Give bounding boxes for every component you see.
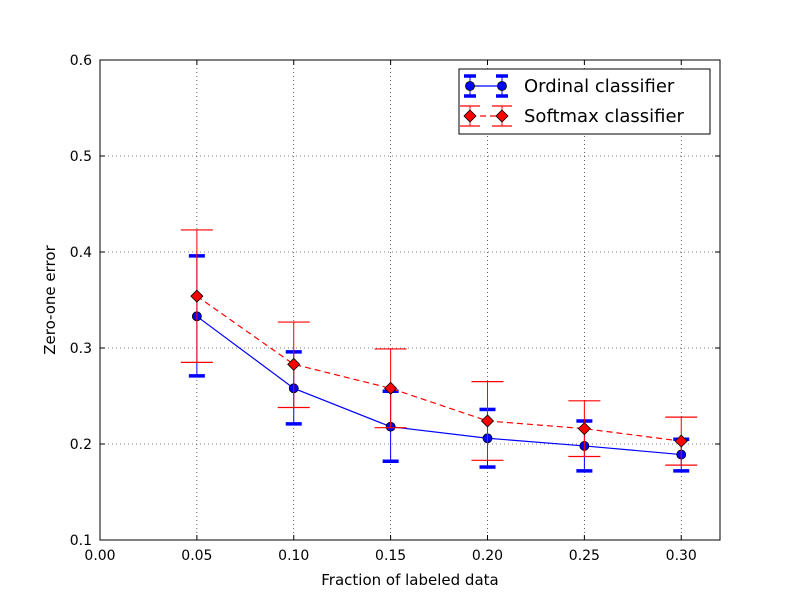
data-point: [287, 357, 301, 371]
series-line: [196, 295, 682, 442]
legend-marker: [497, 81, 507, 91]
y-tick-label: 0.5: [70, 149, 92, 165]
legend-label-ordinal: Ordinal classifier: [524, 76, 675, 97]
legend-marker: [463, 109, 477, 123]
legend: Ordinal classifier Softmax classifier: [458, 68, 711, 135]
legend-label-softmax: Softmax classifier: [524, 106, 685, 127]
x-tick-label: 0.05: [181, 548, 212, 564]
x-tick-label: 0.00: [84, 548, 115, 564]
ticks: 0.00 0.05 0.10 0.15 0.20 0.25 0.30 0.1 0.2 0.3 0.4…: [70, 53, 720, 564]
series-softmax: [180, 229, 698, 466]
x-tick-label: 0.15: [375, 548, 406, 564]
y-tick-label: 0.4: [70, 245, 92, 261]
data-point: [190, 289, 204, 303]
legend-entries: [460, 74, 512, 127]
data-point: [674, 434, 688, 448]
y-tick-label: 0.2: [70, 437, 92, 453]
x-axis-label: Fraction of labeled data: [321, 571, 498, 589]
legend-marker: [465, 81, 475, 91]
x-tick-label: 0.10: [278, 548, 309, 564]
legend-marker: [495, 109, 509, 123]
plot-frame: [99, 59, 721, 541]
y-axis-label: Zero-one error: [41, 244, 59, 354]
x-tick-label: 0.30: [666, 548, 697, 564]
y-tick-label: 0.3: [70, 341, 92, 357]
data-point: [384, 381, 398, 395]
y-tick-label: 0.6: [70, 53, 92, 69]
x-tick-label: 0.20: [472, 548, 503, 564]
data-point: [577, 422, 591, 436]
legend-box: [458, 68, 711, 135]
grid: [100, 60, 720, 540]
series-line: [196, 315, 682, 456]
y-tick-label: 0.1: [70, 533, 92, 549]
x-tick-label: 0.25: [569, 548, 600, 564]
series-layer: [180, 229, 698, 473]
data-point: [480, 414, 495, 428]
